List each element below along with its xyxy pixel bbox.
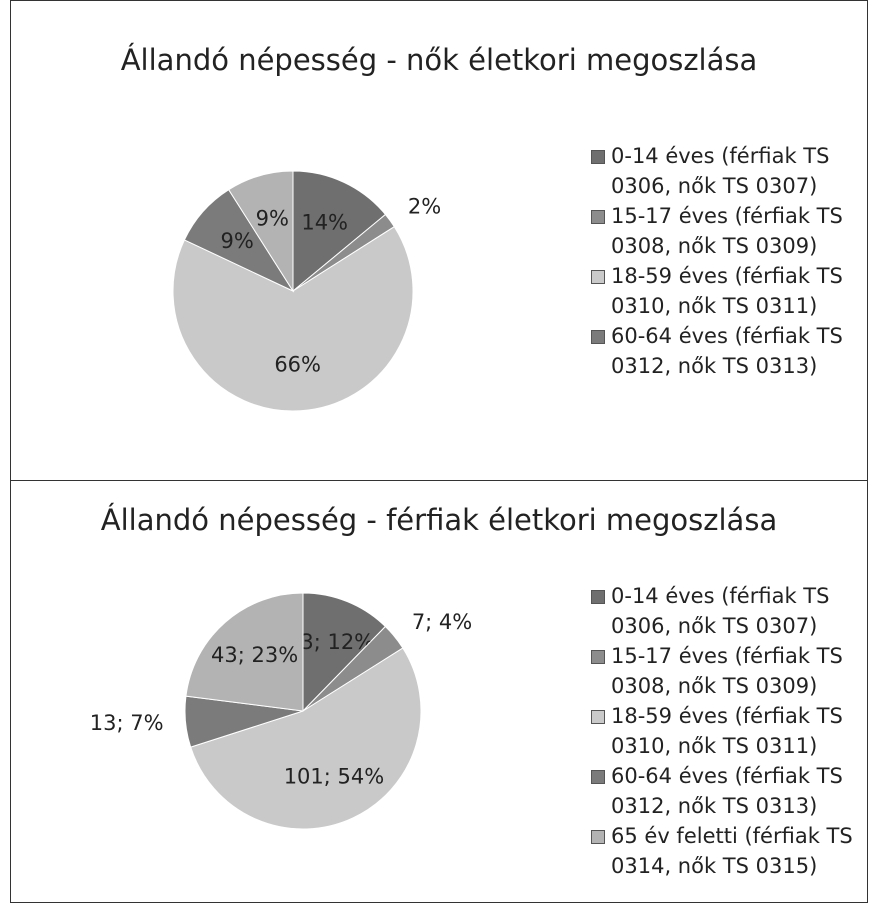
- chart-title: Állandó népesség - nők életkori megoszlá…: [120, 43, 758, 77]
- chart-panel: 14% 2% 66% 9% 9% Állandó népesség - nők életk…: [10, 0, 868, 482]
- legend-swatch: [591, 270, 605, 284]
- chart: 23; 12%7; 4%101; 54%13; 7%43; 23%: [90, 592, 472, 830]
- pie-slice: [190, 647, 422, 830]
- chart-title: Állandó népesség - férfiak életkori mego…: [100, 503, 778, 537]
- data-label: 9%: [221, 229, 254, 253]
- chart-panel: 23; 12% 7; 4% 101; 54% 13; 7% 43; 23% Állandó…: [10, 480, 868, 903]
- legend-label: 15-17 éves (férfiak TS 0308, nők TS 0309…: [611, 644, 843, 698]
- legend-item: 0-14 éves (férfiak TS 0306, nők TS 0307): [591, 581, 861, 641]
- legend-label: 18-59 éves (férfiak TS 0310, nők TS 0311…: [611, 704, 843, 758]
- pie-slice: [302, 592, 387, 713]
- legend-item: 18-59 éves (férfiak TS 0310, nők TS 0311…: [591, 261, 861, 321]
- pie-slice: [172, 226, 414, 412]
- data-label: 9%: [256, 207, 289, 231]
- legend-item: 15-17 éves (férfiak TS 0308, nők TS 0309…: [591, 641, 861, 701]
- legend-item: 0-14 éves (férfiak TS 0306, nők TS 0307): [591, 141, 861, 201]
- legend-label: 60-64 éves (férfiak TS 0312, nők TS 0313…: [611, 324, 843, 378]
- legend-swatch: [591, 330, 605, 344]
- legend-item: 18-59 éves (férfiak TS 0310, nők TS 0311…: [591, 701, 861, 761]
- legend-swatch: [591, 710, 605, 724]
- pie-slice: [228, 170, 294, 293]
- data-label: 13; 7%: [90, 711, 164, 735]
- data-label: 14%: [301, 211, 348, 235]
- legend-swatch: [591, 830, 605, 844]
- data-label: 43; 23%: [211, 643, 298, 667]
- data-label: 101; 54%: [284, 764, 385, 788]
- legend-label: 60-64 éves (férfiak TS 0312, nők TS 0313…: [611, 764, 843, 818]
- legend-item: 15-17 éves (férfiak TS 0308, nők TS 0309…: [591, 201, 861, 261]
- legend-label: 0-14 éves (férfiak TS 0306, nők TS 0307): [611, 584, 830, 638]
- data-label: 7; 4%: [412, 610, 472, 634]
- legend-item: 65 év feletti (férfiak TS 0314, nők TS 0…: [591, 821, 861, 881]
- data-label: 2%: [408, 195, 441, 219]
- legend: 0-14 éves (férfiak TS 0306, nők TS 0307)…: [591, 581, 861, 881]
- legend: 0-14 éves (férfiak TS 0306, nők TS 0307)…: [591, 141, 861, 381]
- legend-swatch: [591, 150, 605, 164]
- legend-swatch: [591, 590, 605, 604]
- chart: 14% 2% 66% 9%9%: [172, 170, 441, 412]
- legend-label: 15-17 éves (férfiak TS 0308, nők TS 0309…: [611, 204, 843, 258]
- pie-slice: [292, 170, 387, 293]
- legend-swatch: [591, 770, 605, 784]
- legend-swatch: [591, 650, 605, 664]
- legend-label: 0-14 éves (férfiak TS 0306, nők TS 0307): [611, 144, 830, 198]
- legend-item: 60-64 éves (férfiak TS 0312, nők TS 0313…: [591, 761, 861, 821]
- legend-label: 18-59 éves (férfiak TS 0310, nők TS 0311…: [611, 264, 843, 318]
- data-label: 66%: [274, 352, 321, 376]
- legend-label: 65 év feletti (férfiak TS 0314, nők TS 0…: [611, 824, 853, 878]
- pie-slice: [185, 592, 304, 712]
- legend-item: 60-64 éves (férfiak TS 0312, nők TS 0313…: [591, 321, 861, 381]
- legend-swatch: [591, 210, 605, 224]
